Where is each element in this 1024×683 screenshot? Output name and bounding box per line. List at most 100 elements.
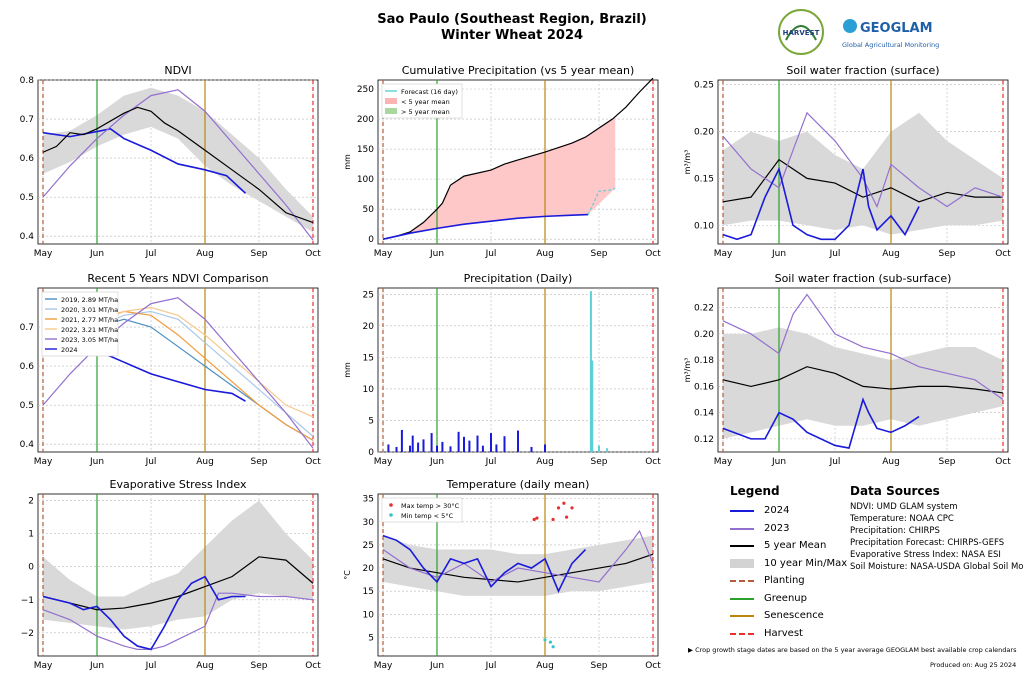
swf_sub-series-2024: [722, 397, 920, 449]
ndvi-5year-chart: Recent 5 Years NDVI Comparison 0.4 0.5 0.6 0…: [0, 268, 330, 478]
swf_sub-xtick: May: [714, 457, 733, 467]
legend-label: Senescence: [764, 610, 824, 621]
temp-legend-swatch: [389, 513, 393, 517]
temp-frame: [377, 493, 659, 657]
swf_surface-series-2023: [722, 111, 1004, 209]
precip-bar: [490, 433, 492, 452]
temp-legend-swatch: [389, 503, 393, 507]
precip_daily-ytick: 20: [363, 322, 375, 332]
swf_surface-ytick: 0.25: [694, 81, 714, 91]
daily-precip-chart: Precipitation (Daily) 0 5 10 15 20 25 May Jun Jul…: [340, 268, 670, 478]
swf_surface-ylabel: m³/m³: [683, 150, 692, 175]
precip_daily-svg: Precipitation (Daily) 0 5 10 15 20 25 May Jun Jul…: [343, 272, 661, 467]
precip-bar: [449, 446, 452, 452]
below-mean-fill: [383, 116, 616, 240]
swf_surface-title: Soil water fraction (surface): [786, 64, 939, 77]
soil-water-subsurface-chart: Soil water fraction (sub-surface) 0.12 0.1…: [680, 268, 1020, 478]
ndvi-xtick: Aug: [196, 249, 214, 259]
precip_cum-frame: [377, 79, 659, 245]
esi-xtick: Sep: [251, 661, 268, 671]
esi-xtick: Aug: [196, 661, 214, 671]
ndvi_5y-xtick: Jun: [89, 457, 104, 467]
legend-swatch: [730, 580, 754, 582]
swf_sub-ytick: 0.18: [694, 356, 714, 366]
ndvi-xtick: Jul: [145, 249, 157, 259]
legend-swatch: [730, 597, 754, 600]
precip_cum-legend-label: < 5 year mean: [401, 98, 450, 106]
legend-swatch: [730, 558, 754, 568]
esi-ytick: −1: [21, 596, 34, 606]
legend-swatch: [730, 527, 754, 530]
swf_sub-series-2023: [722, 293, 1004, 401]
precip-bar: [517, 430, 519, 452]
produced-date: Produced on: Aug 25 2024: [930, 661, 1017, 669]
ndvi_5y-xtick: Aug: [196, 457, 214, 467]
precip-bar: [463, 436, 465, 452]
esi-title: Evaporative Stress Index: [110, 478, 247, 491]
precip_daily-ytick: 15: [363, 353, 374, 363]
esi-ytick: 0: [28, 563, 34, 573]
temp-legend-label: Max temp > 30°C: [401, 502, 460, 510]
swf_surface-xtick: Jul: [829, 249, 841, 259]
esi-ytick: 2: [28, 497, 34, 507]
precip_cum-ytick: 50: [363, 205, 375, 215]
logo-graphics: HARVEST GEOGLAM Global Agricultural Moni…: [778, 9, 939, 55]
precip-bar: [409, 445, 411, 452]
swf_surface-xtick: Sep: [939, 249, 956, 259]
precip_cum-ytick: 100: [357, 175, 374, 185]
temp-legend-label: Min temp < 5°C: [401, 512, 454, 520]
ndvi-xtick: Sep: [251, 249, 268, 259]
swf_sub-xtick: Oct: [995, 457, 1011, 467]
precip_cum-title: Cumulative Precipitation (vs 5 year mean…: [402, 64, 635, 77]
precip-bar: [457, 431, 460, 452]
precip-bar: [503, 436, 506, 452]
temp-ytick: 15: [363, 587, 374, 597]
precip-bar: [395, 446, 398, 452]
esi-svg: Evaporative Stress Index −2 −1 0 1 2 May Jun Jul…: [21, 478, 322, 671]
esi-xtick: Oct: [305, 661, 321, 671]
precip-bar: [441, 441, 444, 452]
ndvi-title: NDVI: [164, 64, 191, 77]
legend-block: Legend 2024 2023 5 year Mean 10 year Min/Ma…: [690, 480, 1024, 680]
precip_cum-xtick: Oct: [645, 249, 661, 259]
precip_cum-xtick: May: [374, 249, 393, 259]
soil-water-surface-chart: Soil water fraction (surface) 0.10 0.15 0.2…: [680, 60, 1020, 270]
precip-bar: [476, 435, 479, 452]
source-line: Temperature: NOAA CPC: [850, 514, 954, 524]
harvest-logo-ring: [778, 9, 824, 55]
temp-ytick: 5: [368, 633, 374, 643]
precip_daily-xtick: Oct: [645, 457, 661, 467]
precip_daily-xtick: May: [374, 457, 393, 467]
legend-swatch: [730, 632, 754, 635]
ndvi-xtick: Jun: [89, 249, 104, 259]
legend-label: 10 year Min/Max: [764, 557, 848, 569]
precip_daily-xtick: Sep: [591, 457, 608, 467]
source-line: Precipitation: CHIRPS: [850, 526, 940, 536]
precip-bar: [387, 444, 390, 452]
hot-point: [535, 516, 539, 520]
legend-label: 2023: [764, 522, 790, 534]
ndvi_5y-legend-box: [41, 291, 119, 357]
precip_cum-ytick: 0: [368, 235, 374, 245]
esi-minmax-band: [43, 500, 313, 630]
swf_surface-frame: [717, 79, 1009, 245]
ndvi-minmax-band: [43, 87, 313, 233]
swf_surface-ytick: 0.20: [694, 128, 714, 138]
cold-point: [543, 638, 547, 642]
precip_cum-series-5-year-mean: [382, 77, 654, 240]
precip-bar: [495, 444, 498, 452]
temp-ytick: 30: [363, 518, 375, 528]
ndvi-series-5-year-mean: [42, 106, 314, 224]
swf_surface-xtick: Oct: [995, 249, 1011, 259]
ndvi-ytick: 0.5: [20, 193, 34, 203]
precip_cum-xtick: Jun: [429, 249, 444, 259]
ndvi-ytick: 0.8: [20, 76, 35, 86]
swf_sub-ytick: 0.20: [694, 330, 714, 340]
ndvi_5y-title: Recent 5 Years NDVI Comparison: [87, 272, 268, 285]
hot-point: [551, 517, 555, 522]
swf_surface-svg: Soil water fraction (surface) 0.10 0.15 0.2…: [683, 64, 1011, 259]
ndvi_5y-svg: Recent 5 Years NDVI Comparison 0.4 0.5 0.6 0…: [20, 272, 322, 467]
temp-xtick: May: [374, 661, 393, 671]
temp-legend-box: [381, 497, 463, 523]
hot-point: [565, 515, 569, 519]
